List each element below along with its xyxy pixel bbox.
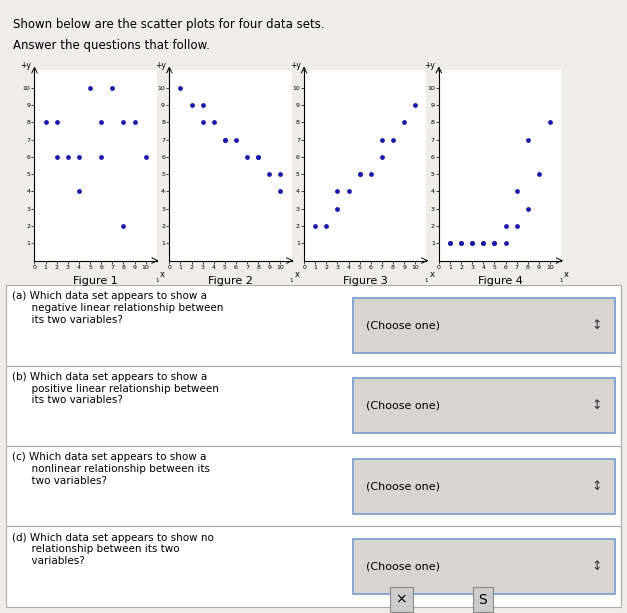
Point — [242, 152, 252, 162]
Point — [198, 118, 208, 128]
Point — [523, 135, 533, 145]
Text: 1: 1 — [155, 278, 159, 283]
Text: x: x — [429, 270, 435, 279]
Bar — [354, 298, 614, 352]
Point — [198, 100, 208, 110]
Text: ↕: ↕ — [592, 560, 603, 573]
Bar — [6, 285, 621, 365]
Point — [355, 169, 365, 179]
Text: 1: 1 — [559, 278, 563, 283]
Text: ↕: ↕ — [592, 480, 603, 493]
Point — [456, 238, 466, 248]
Text: +y: +y — [424, 61, 435, 70]
Text: (c) Which data set appears to show a
      nonlinear relationship between its
  : (c) Which data set appears to show a non… — [13, 452, 211, 485]
Bar — [6, 446, 621, 527]
Point — [478, 238, 488, 248]
Bar — [354, 459, 614, 514]
Point — [377, 152, 387, 162]
Point — [388, 135, 398, 145]
Point — [467, 238, 477, 248]
Text: (d) Which data set appears to show no
      relationship between its two
      v: (d) Which data set appears to show no re… — [13, 533, 214, 566]
Point — [332, 204, 342, 213]
Point — [545, 118, 555, 128]
Bar — [6, 527, 621, 607]
Point — [512, 186, 522, 196]
Text: Figure 1: Figure 1 — [73, 276, 118, 286]
Point — [209, 118, 219, 128]
Point — [63, 152, 73, 162]
Text: S: S — [478, 593, 487, 606]
Point — [253, 152, 263, 162]
Point — [265, 169, 275, 179]
Text: x: x — [160, 270, 165, 279]
Text: (b) Which data set appears to show a
      positive linear relationship between
: (b) Which data set appears to show a pos… — [13, 372, 219, 405]
Point — [176, 83, 186, 93]
Point — [500, 238, 510, 248]
Point — [96, 152, 106, 162]
Point — [332, 186, 342, 196]
Text: Figure 4: Figure 4 — [478, 276, 522, 286]
Point — [85, 83, 95, 93]
Text: +y: +y — [20, 61, 31, 70]
Point — [186, 100, 196, 110]
Point — [355, 169, 365, 179]
Text: ×: × — [396, 593, 407, 606]
Point — [490, 238, 500, 248]
Point — [231, 135, 241, 145]
Text: (Choose one): (Choose one) — [366, 562, 440, 572]
Point — [534, 169, 544, 179]
Point — [490, 238, 500, 248]
Point — [500, 221, 510, 231]
Text: Figure 3: Figure 3 — [343, 276, 387, 286]
Bar — [354, 378, 614, 433]
Text: (Choose one): (Choose one) — [366, 481, 440, 491]
Text: ↕: ↕ — [592, 399, 603, 412]
Point — [119, 118, 129, 128]
Point — [366, 169, 376, 179]
Text: x: x — [564, 270, 569, 279]
Text: Figure 2: Figure 2 — [208, 276, 253, 286]
Point — [467, 238, 477, 248]
Point — [377, 135, 387, 145]
Point — [220, 135, 230, 145]
Text: (a) Which data set appears to show a
      negative linear relationship between
: (a) Which data set appears to show a neg… — [13, 291, 224, 325]
Point — [445, 238, 455, 248]
Point — [51, 118, 61, 128]
Text: 1: 1 — [424, 278, 428, 283]
Point — [74, 152, 84, 162]
Text: Shown below are the scatter plots for four data sets.: Shown below are the scatter plots for fo… — [13, 18, 324, 31]
Point — [253, 152, 263, 162]
Text: x: x — [295, 270, 300, 279]
Point — [321, 221, 331, 231]
Point — [275, 186, 285, 196]
Text: (Choose one): (Choose one) — [366, 401, 440, 411]
Point — [399, 118, 409, 128]
Point — [344, 186, 354, 196]
Point — [96, 118, 106, 128]
Point — [275, 169, 285, 179]
Text: Answer the questions that follow.: Answer the questions that follow. — [13, 39, 209, 51]
Point — [140, 152, 150, 162]
Point — [310, 221, 320, 231]
Bar — [354, 539, 614, 594]
Point — [478, 238, 488, 248]
Bar — [6, 365, 621, 446]
Text: +y: +y — [155, 61, 166, 70]
Point — [74, 186, 84, 196]
Text: 1: 1 — [290, 278, 293, 283]
Point — [107, 83, 117, 93]
Point — [410, 100, 420, 110]
Text: (Choose one): (Choose one) — [366, 320, 440, 330]
Point — [51, 152, 61, 162]
Text: +y: +y — [290, 61, 300, 70]
Text: ↕: ↕ — [592, 319, 603, 332]
Point — [130, 118, 140, 128]
Point — [512, 221, 522, 231]
Point — [456, 238, 466, 248]
Point — [119, 221, 129, 231]
Point — [523, 204, 533, 213]
Point — [220, 135, 230, 145]
Point — [445, 238, 455, 248]
Point — [41, 118, 51, 128]
